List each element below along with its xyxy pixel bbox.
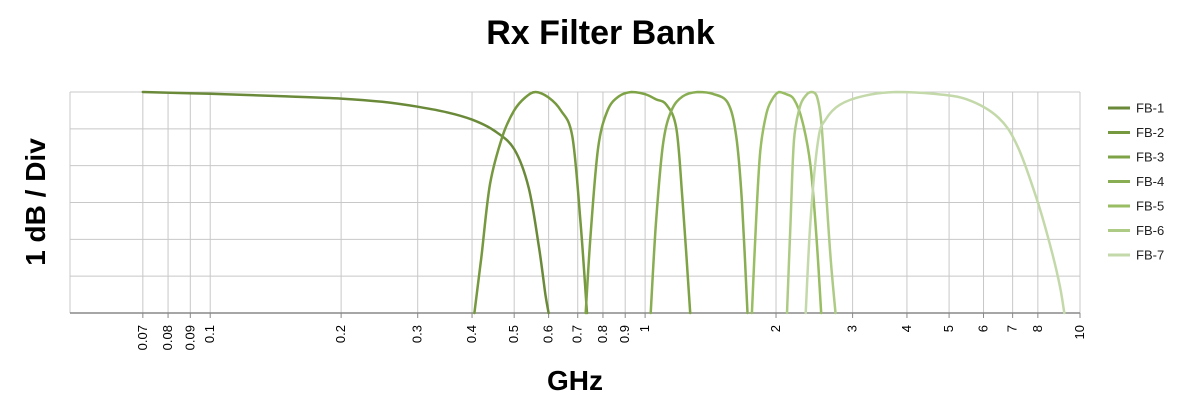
axes bbox=[69, 92, 1081, 318]
x-tick-label: 0.2 bbox=[333, 325, 348, 343]
x-tick-label: 7 bbox=[1005, 325, 1020, 332]
x-tick-label: 8 bbox=[1030, 325, 1045, 332]
x-tick-label: 4 bbox=[899, 325, 914, 332]
x-tick-label: 3 bbox=[845, 325, 860, 332]
legend-label: FB-3 bbox=[1136, 150, 1164, 165]
legend-label: FB-4 bbox=[1136, 174, 1164, 189]
x-tick-label: 5 bbox=[941, 325, 956, 332]
legend-label: FB-7 bbox=[1136, 248, 1164, 263]
legend-item-fb-7: FB-7 bbox=[1108, 248, 1164, 263]
x-axis-title: GHz bbox=[547, 365, 603, 396]
legend: FB-1 FB-2 FB-3 FB-4 FB-5 FB-6 FB-7 bbox=[1108, 101, 1164, 263]
x-tick-label: 0.4 bbox=[464, 325, 479, 343]
x-tick-labels: 0.07 0.08 0.09 0.1 0.2 0.3 0.4 0.5 0.6 0.7 0.8 0.9 1… bbox=[135, 325, 1087, 350]
legend-item-fb-3: FB-3 bbox=[1108, 150, 1164, 165]
x-tick-label: 0.9 bbox=[617, 325, 632, 343]
series-line-fb-7 bbox=[804, 90, 1066, 315]
series-line-fb-4 bbox=[649, 90, 749, 315]
x-tick-label: 0.3 bbox=[410, 325, 425, 343]
x-tick-label: 0.07 bbox=[135, 325, 150, 350]
series-line-fb-1 bbox=[141, 90, 550, 315]
x-tick-label: 0.8 bbox=[595, 325, 610, 343]
x-tick-label: 10 bbox=[1072, 325, 1087, 339]
series-line-fb-5 bbox=[750, 90, 823, 315]
y-axis-title: 1 dB / Div bbox=[20, 138, 51, 266]
x-tick-label: 0.08 bbox=[160, 325, 175, 350]
x-tick-label: 6 bbox=[976, 325, 991, 332]
legend-label: FB-6 bbox=[1136, 223, 1164, 238]
x-tick-label: 0.6 bbox=[541, 325, 556, 343]
series-line-fb-6 bbox=[785, 90, 837, 315]
x-tick-label: 1 bbox=[637, 325, 652, 332]
legend-item-fb-1: FB-1 bbox=[1108, 101, 1164, 116]
legend-item-fb-2: FB-2 bbox=[1108, 125, 1164, 140]
x-tick-label: 0.7 bbox=[570, 325, 585, 343]
legend-label: FB-1 bbox=[1136, 101, 1164, 116]
grid bbox=[70, 91, 1080, 314]
series-group bbox=[141, 90, 1066, 315]
chart-title: Rx Filter Bank bbox=[486, 14, 715, 52]
legend-label: FB-5 bbox=[1136, 199, 1164, 214]
legend-item-fb-6: FB-6 bbox=[1108, 223, 1164, 238]
series-line-fb-3 bbox=[584, 90, 692, 315]
x-tick-label: 0.5 bbox=[506, 325, 521, 343]
series-line-fb-2 bbox=[473, 90, 589, 315]
legend-label: FB-2 bbox=[1136, 125, 1164, 140]
legend-item-fb-4: FB-4 bbox=[1108, 174, 1164, 189]
x-tick-label: 0.09 bbox=[182, 325, 197, 350]
legend-item-fb-5: FB-5 bbox=[1108, 199, 1164, 214]
x-tick-label: 0.1 bbox=[202, 325, 217, 343]
x-tick-label: 2 bbox=[768, 325, 783, 332]
